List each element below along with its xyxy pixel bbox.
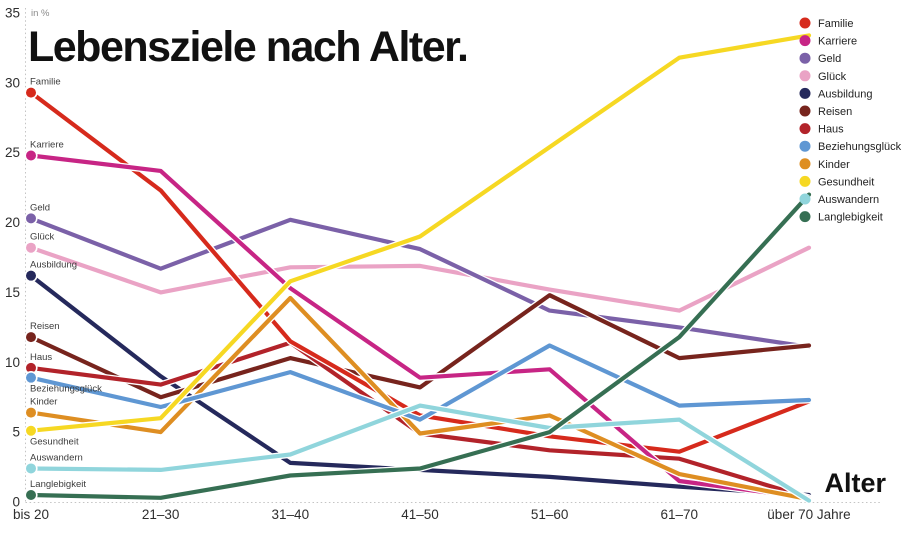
x-tick-label: 21–30 (142, 507, 180, 522)
legend-item-label: Haus (818, 124, 844, 136)
legend-item-label: Reisen (818, 106, 852, 118)
y-tick-label: 5 (12, 425, 20, 440)
legend-dot-Auswandern (799, 193, 811, 205)
series-start-dot-Haus (26, 362, 36, 373)
legend-dot-Glück (799, 70, 811, 82)
series-name-label: Haus (30, 352, 52, 363)
y-tick-label: 0 (12, 495, 20, 510)
legend-dot-Haus (799, 123, 811, 135)
series-line-Karriere (28, 153, 812, 500)
legend-dot-Familie (799, 17, 811, 29)
legend-item-label: Geld (818, 53, 841, 65)
y-tick-label: 30 (5, 75, 20, 90)
legend-item-label: Ausbildung (818, 88, 872, 100)
series-line-halo (27, 89, 813, 456)
legend-dot-Beziehungsglück (799, 140, 811, 152)
series-line-Kinder (28, 295, 812, 502)
series-line-Auswandern (28, 403, 812, 503)
series-start-dot-Glück (26, 242, 36, 253)
y-tick-label: 15 (5, 285, 20, 300)
series-start-dot-Gesundheit (26, 425, 36, 436)
series-name-label: Langlebigkeit (30, 479, 86, 490)
series-name-label: Familie (30, 77, 61, 88)
x-tick-label: bis 20 (13, 507, 49, 522)
x-tick-label: 31–40 (272, 507, 310, 522)
series-start-dot-Langlebigkeit (26, 490, 36, 501)
series-name-label: Gesundheit (30, 437, 79, 448)
x-tick-label: 61–70 (661, 507, 699, 522)
series-line-Beziehungsglück (28, 343, 812, 422)
series-name-label: Geld (30, 202, 50, 213)
series-name-label: Auswandern (30, 452, 83, 463)
legend-dot-Langlebigkeit (799, 211, 811, 223)
y-tick-label: 35 (5, 6, 20, 21)
series-line-Langlebigkeit (28, 192, 812, 500)
series-start-dot-Kinder (26, 407, 36, 418)
series-start-dot-Auswandern (26, 463, 36, 474)
legend-item-label: Langlebigkeit (818, 212, 883, 224)
series-line-halo (27, 32, 813, 435)
series-line-Geld (28, 216, 812, 349)
legend-item-label: Kinder (818, 159, 850, 171)
legend-dot-Gesundheit (799, 175, 811, 187)
series-line-Reisen (28, 293, 812, 400)
series-line-Glück (28, 245, 812, 313)
y-tick-label: 25 (5, 145, 20, 160)
legend-item-label: Beziehungsglück (818, 141, 902, 153)
y-tick-label: 20 (5, 215, 20, 230)
series-start-dot-Karriere (26, 150, 36, 161)
series-start-dot-Reisen (26, 332, 36, 343)
series-start-dot-Ausbildung (26, 270, 36, 281)
series-name-label: Glück (30, 232, 55, 243)
series-line-Familie (28, 90, 812, 454)
chart-title: Lebensziele nach Alter. (28, 23, 469, 71)
series-name-label: Reisen (30, 321, 60, 332)
x-axis-title: Alter (824, 468, 886, 498)
x-tick-label: 41–50 (401, 507, 439, 522)
legend-item-label: Karriere (818, 36, 857, 48)
x-tick-label: 51–60 (531, 507, 569, 522)
series-start-dot-Geld (26, 213, 36, 224)
series-start-dot-Familie (26, 87, 36, 98)
legend-item-label: Auswandern (818, 194, 879, 206)
y-tick-label: 10 (5, 355, 20, 370)
legend-dot-Reisen (799, 105, 811, 117)
series-name-label: Ausbildung (30, 260, 77, 271)
y-axis-unit-label: in % (31, 8, 50, 19)
series-name-label: Beziehungsglück (30, 384, 102, 395)
series-line-Gesundheit (28, 33, 812, 433)
legend-dot-Geld (799, 52, 811, 64)
series-name-label: Karriere (30, 140, 64, 151)
series-start-dot-Beziehungsglück (26, 372, 36, 383)
legend-item-label: Gesundheit (818, 176, 874, 188)
legend-dot-Kinder (799, 158, 811, 170)
legend-dot-Ausbildung (799, 87, 811, 99)
series-name-label: Kinder (30, 397, 57, 408)
legend-dot-Karriere (799, 35, 811, 47)
legend-item-label: Familie (818, 18, 853, 30)
series-line-halo (27, 244, 813, 315)
legend-item-label: Glück (818, 71, 847, 83)
x-tick-label: über 70 Jahre (767, 507, 850, 522)
